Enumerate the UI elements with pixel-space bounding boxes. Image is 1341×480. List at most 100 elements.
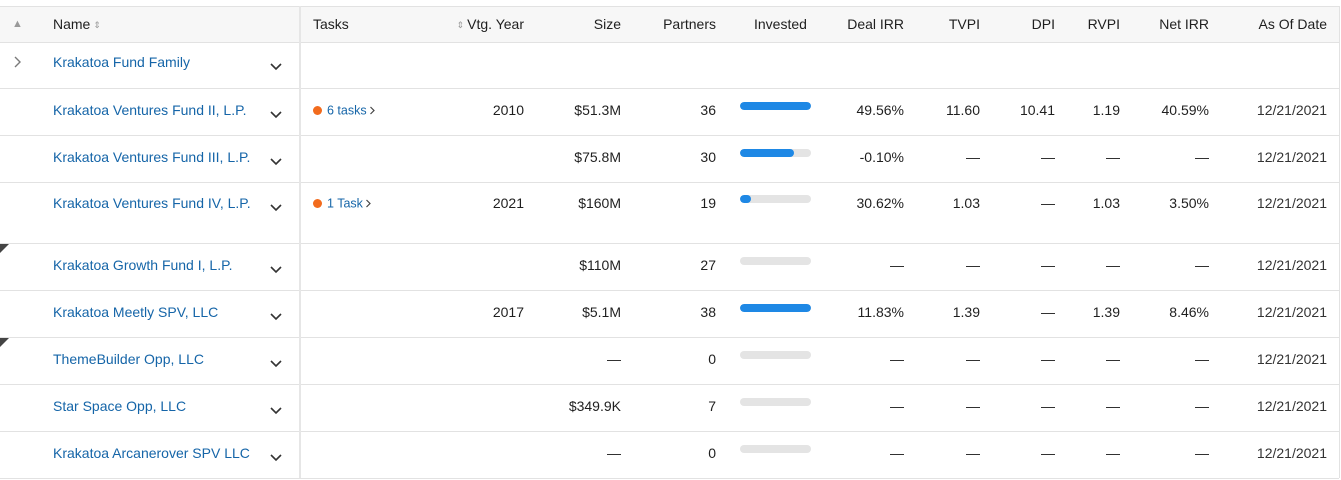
table-header: ▲ Name ⇕ Tasks ⇕ Vtg. Year Size Partners I… [0,6,1339,43]
invested-progress-bar [740,102,811,110]
column-header-tvpi[interactable]: TVPI [948,16,980,32]
as-of-date-value: 12/21/2021 [1256,149,1327,165]
chevron-right-icon [365,199,371,208]
column-header-tasks[interactable]: Tasks [313,16,349,32]
chevron-down-icon[interactable] [268,153,284,169]
as-of-date-value: 12/21/2021 [1256,257,1327,273]
table-row[interactable]: Krakatoa Arcanerover SPV LLC — 0 — — — — — 12/21… [0,432,1339,479]
dpi-value: — [1041,398,1055,414]
fund-family-name[interactable]: Krakatoa Fund Family [53,54,190,70]
table-row[interactable]: Krakatoa Growth Fund I, L.P. $110M 27 — — — — —… [0,244,1339,291]
column-header-rvpi[interactable]: RVPI [1087,16,1120,32]
fund-name-link[interactable]: Krakatoa Ventures Fund III, L.P. [53,149,251,165]
row-reorder-icon[interactable]: ▲ [12,18,23,30]
invested-progress-bar [740,398,811,406]
fund-name-link[interactable]: Krakatoa Arcanerover SPV LLC [53,445,250,461]
size-value: $349.9K [568,398,621,414]
invested-progress-bar [740,351,811,359]
deal-irr-value: -0.10% [859,149,904,165]
comment-indicator[interactable] [0,244,9,253]
net-irr-value: — [1195,445,1209,461]
comment-indicator[interactable] [0,338,9,347]
invested-progress-bar [740,304,811,312]
chevron-right-icon [369,106,375,115]
size-value: $51.3M [574,102,621,118]
size-value: $5.1M [582,304,621,320]
column-header-dpi[interactable]: DPI [1031,16,1055,32]
as-of-date-value: 12/21/2021 [1256,398,1327,414]
tvpi-value: 11.60 [946,102,980,118]
table-row[interactable]: Krakatoa Meetly SPV, LLC 2017 $5.1M 38 11.83… [0,291,1339,338]
pinned-column-divider[interactable] [299,6,301,478]
vtg-year-value: 2010 [492,102,524,118]
invested-progress-fill [740,149,794,157]
chevron-down-icon[interactable] [268,199,284,215]
deal-irr-value: — [890,398,904,414]
net-irr-value: — [1195,351,1209,367]
size-value: $75.8M [574,149,621,165]
chevron-right-icon[interactable] [10,55,24,69]
column-header-net-irr[interactable]: Net IRR [1159,16,1209,32]
column-header-invested[interactable]: Invested [754,16,807,32]
chevron-down-icon[interactable] [268,355,284,371]
dpi-value: — [1041,351,1055,367]
tasks-link[interactable]: 1 Task [313,194,372,210]
rvpi-value: 1.19 [1092,102,1120,118]
deal-irr-value: 30.62% [856,195,904,211]
table-row[interactable]: Star Space Opp, LLC $349.9K 7 — — — — — 12/21/20… [0,385,1339,432]
vtg-year-value: 2017 [492,304,524,320]
chevron-down-icon[interactable] [268,308,284,324]
invested-progress-fill [740,102,811,110]
invested-progress-bar [740,257,811,265]
size-value: $160M [578,195,621,211]
invested-progress-bar [740,195,811,203]
chevron-down-icon[interactable] [268,261,284,277]
fund-name-link[interactable]: ThemeBuilder Opp, LLC [53,351,204,367]
chevron-down-icon[interactable] [268,58,284,74]
column-header-as-of-date[interactable]: As Of Date [1258,16,1327,32]
rvpi-value: — [1106,257,1120,273]
rvpi-value: 1.03 [1092,195,1120,211]
chevron-down-icon[interactable] [268,402,284,418]
rvpi-value: — [1106,351,1120,367]
fund-name-link[interactable]: Krakatoa Ventures Fund IV, L.P. [53,195,251,211]
tvpi-value: 1.39 [952,304,980,320]
dpi-value: 10.41 [1019,102,1055,118]
table-row[interactable]: Krakatoa Ventures Fund II, L.P. 6 tasks … [0,89,1339,136]
partners-value: 30 [700,149,716,165]
tasks-link[interactable]: 6 tasks [313,101,376,117]
table-right-border [1339,6,1340,478]
sort-icon[interactable]: ⇕ [93,19,101,30]
table-row[interactable]: ThemeBuilder Opp, LLC — 0 — — — — — 12/21/2021 [0,338,1339,385]
sort-icon[interactable]: ⇕ [456,19,465,30]
column-header-name[interactable]: Name ⇕ [53,7,104,42]
table-row[interactable]: Krakatoa Ventures Fund III, L.P. $75.8M 30… [0,136,1339,183]
fund-name-link[interactable]: Krakatoa Meetly SPV, LLC [53,304,219,320]
invested-progress-bar [740,445,811,453]
as-of-date-value: 12/21/2021 [1256,445,1327,461]
column-header-vtg-year[interactable]: ⇕ Vtg. Year [420,7,524,42]
fund-name-link[interactable]: Star Space Opp, LLC [53,398,187,414]
column-header-deal-irr[interactable]: Deal IRR [847,16,904,32]
deal-irr-value: — [890,445,904,461]
tvpi-value: — [966,445,980,461]
task-status-dot [313,105,322,115]
net-irr-value: 8.46% [1169,304,1209,320]
chevron-down-icon[interactable] [268,449,284,465]
column-header-size[interactable]: Size [593,16,621,32]
fund-name-link[interactable]: Krakatoa Growth Fund I, L.P. [53,257,233,273]
dpi-value: — [1041,257,1055,273]
as-of-date-value: 12/21/2021 [1256,195,1327,211]
task-status-dot [313,198,322,208]
net-irr-value: — [1195,149,1209,165]
net-irr-value: — [1195,398,1209,414]
column-header-partners[interactable]: Partners [663,16,716,32]
chevron-down-icon[interactable] [268,106,284,122]
table-row[interactable]: Krakatoa Ventures Fund IV, L.P. 1 Task 2… [0,183,1339,244]
as-of-date-value: 12/21/2021 [1256,351,1327,367]
partners-value: 19 [700,195,716,211]
as-of-date-value: 12/21/2021 [1256,102,1327,118]
table-row-family[interactable]: Krakatoa Fund Family [0,42,1339,89]
fund-name-link[interactable]: Krakatoa Ventures Fund II, L.P. [53,102,247,118]
